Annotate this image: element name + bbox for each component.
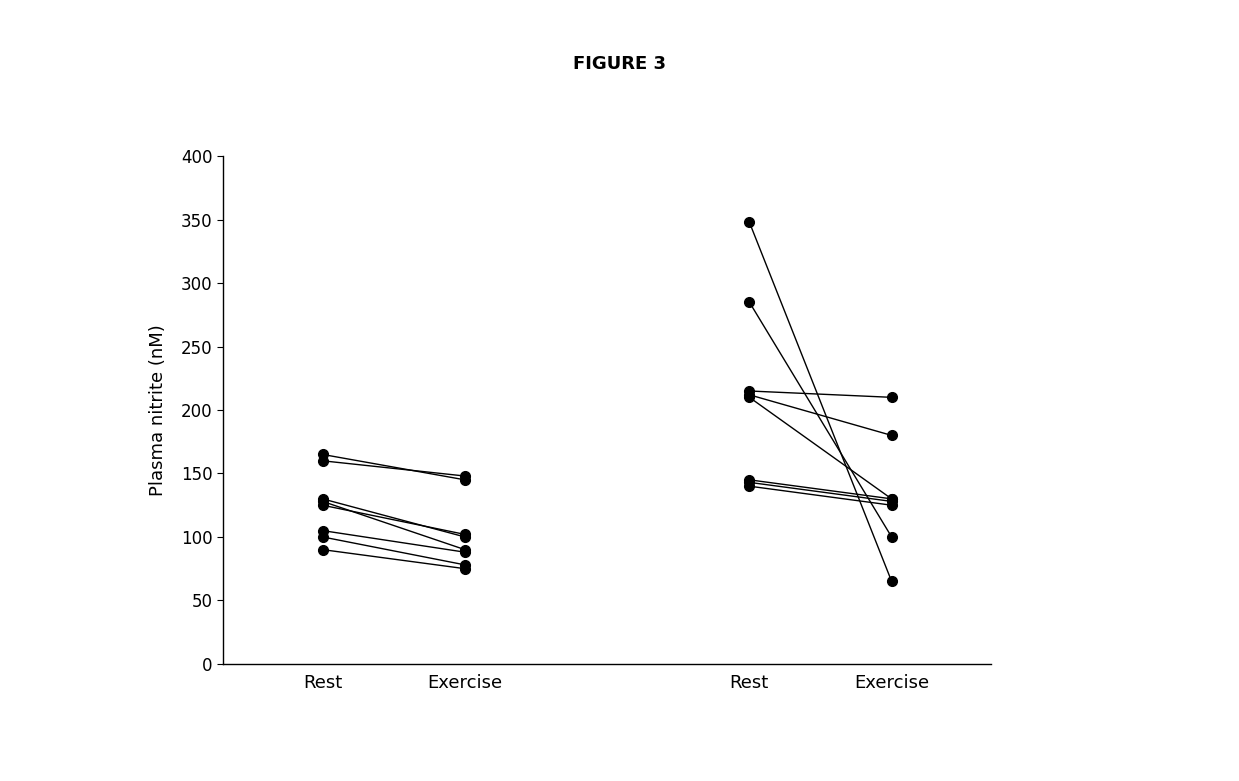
Y-axis label: Plasma nitrite (nM): Plasma nitrite (nM) (149, 324, 167, 496)
Text: FIGURE 3: FIGURE 3 (572, 55, 667, 73)
